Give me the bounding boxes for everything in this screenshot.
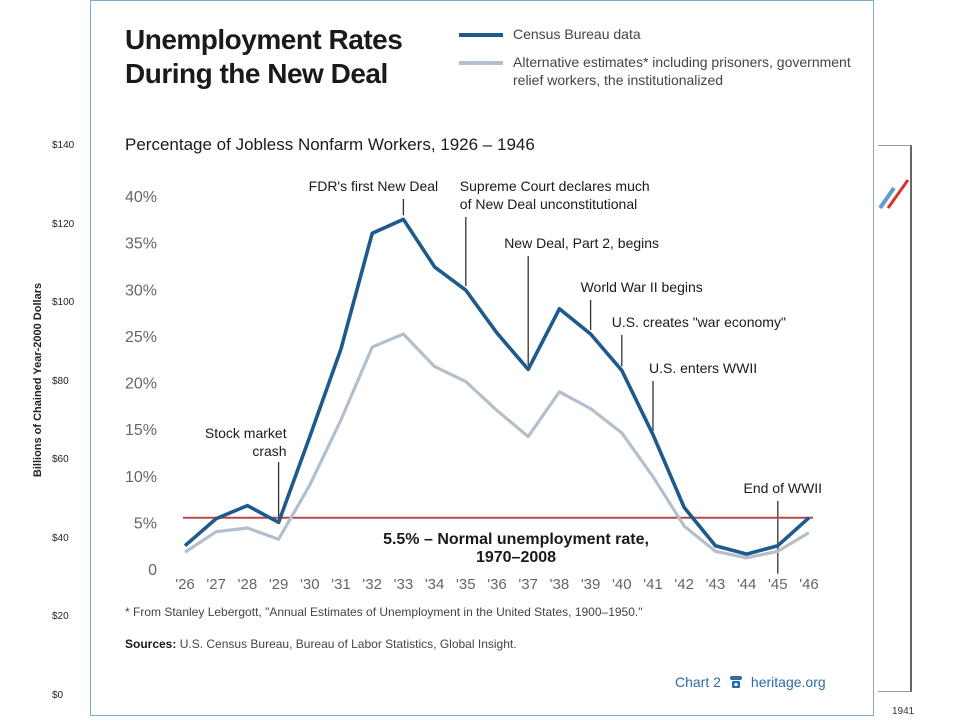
annotation-label: Supreme Court declares much — [460, 178, 650, 194]
annotation-label: U.S. creates "war economy" — [612, 314, 786, 330]
y-tick-label: 20% — [125, 376, 157, 393]
x-tick-label: '28 — [238, 576, 258, 593]
x-tick-label: '36 — [487, 576, 507, 593]
chart-subtitle: Percentage of Jobless Nonfarm Workers, 1… — [125, 135, 535, 154]
legend-label: Census Bureau data — [513, 26, 641, 42]
reference-line-label: 5.5% – Normal unemployment rate, — [383, 531, 649, 548]
chart-number: Chart 2 — [675, 674, 721, 690]
x-tick-label: '45 — [768, 576, 788, 593]
line-chart: 0 5% 10% 15% 20% 25% 30% 35% 40% '26 '27 '28 '29 '30 '… — [125, 178, 823, 593]
footnote: * From Stanley Lebergott, "Annual Estima… — [125, 605, 643, 619]
x-tick-label: '30 — [300, 576, 320, 593]
background-y-tick: $40 — [52, 533, 69, 544]
annotation-label: U.S. enters WWII — [649, 360, 757, 376]
sources-text: U.S. Census Bureau, Bureau of Labor Stat… — [179, 637, 517, 651]
y-tick-label: 40% — [125, 189, 157, 206]
phone-icon — [729, 676, 742, 688]
legend-item-alternative: Alternative estimates* including prisone… — [459, 53, 869, 89]
y-tick-label: 25% — [125, 329, 157, 346]
site-link[interactable]: heritage.org — [750, 674, 826, 690]
x-tick-label: '29 — [269, 576, 289, 593]
sources-label: Sources: — [125, 637, 177, 651]
sources: Sources: U.S. Census Bureau, Bureau of L… — [125, 637, 517, 651]
y-tick-label: 35% — [125, 236, 157, 253]
chart-title-line: Unemployment Rates — [125, 24, 403, 55]
x-tick-label: '43 — [706, 576, 726, 593]
series-line-census — [183, 217, 811, 556]
x-tick-label: '32 — [362, 576, 382, 593]
legend-label: Alternative estimates* including prisone… — [513, 54, 851, 88]
legend-item-census: Census Bureau data — [459, 25, 869, 43]
x-tick-label: '42 — [674, 576, 694, 593]
x-tick-label: '39 — [581, 576, 601, 593]
x-tick-label: '46 — [799, 576, 819, 593]
annotation-label: End of WWII — [744, 480, 823, 496]
x-tick-label: '34 — [425, 576, 445, 593]
x-tick-label: '41 — [643, 576, 663, 593]
x-tick-label: '33 — [394, 576, 414, 593]
chart-title: Unemployment Rates During the New Deal — [125, 23, 403, 91]
legend-swatch — [459, 61, 503, 65]
background-y-tick: $20 — [52, 611, 69, 622]
y-tick-label: 15% — [125, 422, 157, 439]
chart-card: Unemployment Rates During the New Deal C… — [90, 0, 874, 716]
background-y-tick: $80 — [52, 376, 69, 387]
annotation-label: FDR's first New Deal — [309, 178, 438, 194]
x-tick-label: '40 — [612, 576, 632, 593]
background-x-tick: 1941 — [892, 706, 915, 717]
y-tick-label: 10% — [125, 469, 157, 486]
x-tick-label: '27 — [206, 576, 226, 593]
legend: Census Bureau data Alternative estimates… — [459, 25, 869, 99]
background-y-tick: $0 — [52, 690, 64, 701]
background-chart-edge — [878, 145, 912, 692]
x-tick-label: '37 — [518, 576, 538, 593]
y-tick-label: 5% — [134, 515, 157, 532]
x-tick-label: '26 — [175, 576, 195, 593]
x-tick-label: '31 — [331, 576, 351, 593]
annotation-label: of New Deal unconstitutional — [460, 196, 637, 212]
annotation-label: World War II begins — [581, 279, 703, 295]
x-tick-label: '38 — [550, 576, 570, 593]
x-tick-label: '44 — [737, 576, 757, 593]
legend-swatch — [459, 33, 503, 37]
y-tick-label: 30% — [125, 282, 157, 299]
x-tick-label: '35 — [456, 576, 476, 593]
annotation-label: Stock market — [205, 425, 287, 441]
annotation-label: crash — [252, 443, 286, 459]
background-y-axis-label: Billions of Chained Year-2000 Dollars — [32, 282, 45, 478]
branding: Chart 2 heritage.org — [675, 674, 826, 690]
background-y-tick: $120 — [52, 219, 75, 230]
background-y-tick: $100 — [52, 297, 75, 308]
y-tick-label: 0 — [148, 562, 157, 579]
annotation-label: New Deal, Part 2, begins — [504, 235, 659, 251]
background-trend-lines — [878, 179, 910, 210]
background-y-tick: $140 — [52, 140, 75, 151]
chart-title-line: During the New Deal — [125, 58, 388, 89]
series-line-alternative — [184, 332, 810, 560]
background-y-tick: $60 — [52, 454, 69, 465]
reference-line-label: 1970–2008 — [476, 549, 556, 566]
